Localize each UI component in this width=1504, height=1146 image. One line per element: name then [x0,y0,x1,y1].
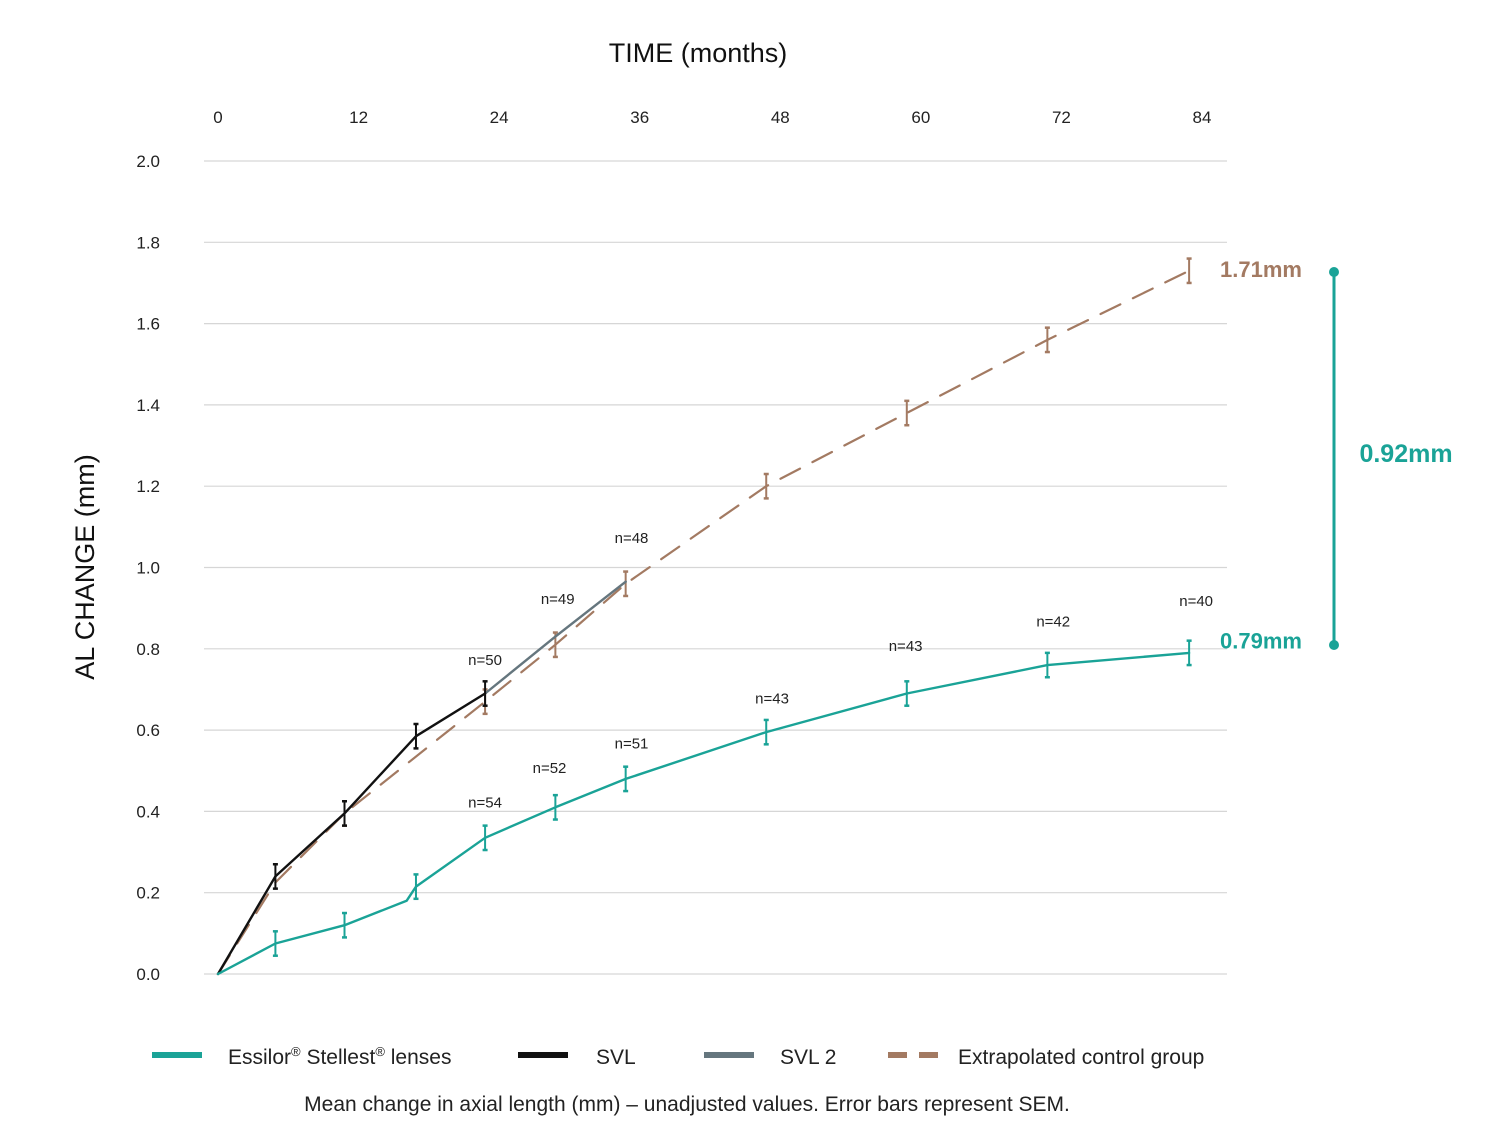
error-bar [1044,651,1050,679]
error-bar [482,824,488,852]
legend-label: Essilor® Stellest® lenses [228,1044,451,1069]
error-bar [552,793,558,821]
bracket-endpoint [1329,267,1339,277]
sample-size-label: n=54 [468,794,502,811]
difference-label: 0.92mm [1359,440,1452,468]
y-tick-label: 1.8 [136,233,160,252]
series-svl [216,680,488,976]
error-bar [1044,326,1050,354]
error-bar [623,570,629,598]
y-axis-title: AL CHANGE (mm) [70,454,100,680]
error-bar [342,799,348,827]
legend-label: SVL 2 [780,1046,836,1069]
error-bar [272,930,278,957]
sample-size-label: n=48 [615,530,649,547]
y-tick-label: 0.8 [136,640,160,659]
sample-size-label: n=49 [541,591,575,608]
error-bar [904,399,910,427]
sample-size-label: n=50 [468,652,502,669]
y-tick-labels: 2.0 1.8 1.6 1.4 1.2 1.0 0.8 0.6 0.4 0.2 0.0 [136,152,160,984]
error-bar [1186,257,1192,285]
x-tick-label: 12 [349,108,368,127]
y-tick-label: 1.4 [136,396,160,415]
legend-label-part: Essilor [228,1046,291,1069]
series-line [216,692,487,976]
series-essilor-stellest-lenses [216,639,1192,976]
x-axis-title: TIME (months) [609,38,788,68]
legend-label: SVL [596,1046,636,1069]
error-bar [413,873,419,901]
legend-label-part: lenses [385,1046,452,1069]
legend-label-part: ® [291,1044,301,1059]
legend-item: SVL 2 [704,1046,836,1069]
error-bar [342,911,348,939]
sample-size-label: n=42 [1036,613,1070,630]
bracket-endpoint [1329,640,1339,650]
sample-size-label: n=52 [533,760,567,777]
y-tick-label: 1.0 [136,559,160,578]
error-bar [623,765,629,793]
data-series [216,257,1192,976]
error-bar [272,862,278,890]
y-tick-label: 1.2 [136,477,160,496]
stellest-value-label: 0.79mm [1220,629,1302,654]
series-line [216,651,1191,976]
error-bar [482,680,488,707]
x-tick-label: 36 [630,108,649,127]
error-bar [904,680,910,707]
legend-item: Extrapolated control group [888,1046,1204,1069]
error-bar [1186,639,1192,667]
series-line [483,580,627,695]
control-value-label: 1.71mm [1220,257,1302,282]
x-tick-label: 24 [490,108,509,127]
legend-label: Extrapolated control group [958,1046,1204,1069]
error-bar [763,718,769,746]
y-tick-label: 0.4 [136,802,160,821]
series-line [216,269,1191,976]
sample-size-label: n=51 [615,735,649,752]
x-tick-label: 60 [911,108,930,127]
legend-item: SVL [518,1046,636,1069]
chart-caption: Mean change in axial length (mm) – unadj… [304,1093,1070,1116]
error-bar [763,472,769,500]
y-tick-label: 1.6 [136,315,160,334]
y-tick-label: 2.0 [136,152,160,171]
y-tick-label: 0.0 [136,965,160,984]
series-svl-2 [483,580,627,695]
x-tick-label: 72 [1052,108,1071,127]
legend-label-part: Stellest [301,1046,376,1069]
legend-label-part: ® [375,1044,385,1059]
sample-size-label: n=43 [889,638,923,655]
x-tick-label: 48 [771,108,790,127]
gridlines [204,160,1227,975]
y-tick-label: 0.6 [136,721,160,740]
sample-size-label: n=43 [755,691,789,708]
sample-size-label: n=40 [1179,593,1213,610]
legend: Essilor® Stellest® lenses SVL SVL 2 Extrapo… [152,1044,1204,1069]
x-tick-label: 0 [213,108,222,127]
x-tick-labels: 0 12 24 36 48 60 72 84 [213,108,1211,127]
x-tick-label: 84 [1193,108,1212,127]
error-bar [413,722,419,750]
legend-item: Essilor® Stellest® lenses [152,1044,451,1069]
y-tick-label: 0.2 [136,884,160,903]
sample-size-labels: n=54 n=52 n=51 n=43 n=43 n=42 n=40 n=50 n=49 n=48 [468,530,1213,811]
value-annotations: 1.71mm 0.79mm 0.92mm [1220,257,1453,654]
